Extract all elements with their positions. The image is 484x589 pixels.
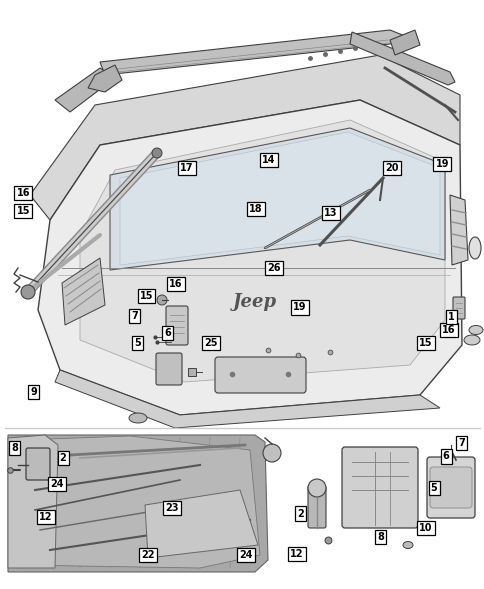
Text: 12: 12 bbox=[39, 512, 53, 522]
FancyBboxPatch shape bbox=[307, 486, 325, 528]
Polygon shape bbox=[20, 436, 259, 568]
FancyBboxPatch shape bbox=[26, 448, 50, 480]
Text: 12: 12 bbox=[289, 549, 303, 558]
Circle shape bbox=[21, 285, 35, 299]
Polygon shape bbox=[449, 195, 467, 265]
Polygon shape bbox=[38, 100, 461, 415]
Text: 24: 24 bbox=[239, 550, 253, 560]
Text: 6: 6 bbox=[442, 452, 449, 461]
Polygon shape bbox=[110, 128, 444, 270]
Polygon shape bbox=[8, 435, 268, 572]
Text: 26: 26 bbox=[267, 263, 280, 273]
Text: 14: 14 bbox=[262, 155, 275, 165]
Text: 7: 7 bbox=[457, 438, 464, 448]
Text: 23: 23 bbox=[165, 503, 179, 512]
Circle shape bbox=[262, 444, 280, 462]
Polygon shape bbox=[55, 68, 115, 112]
Text: 15: 15 bbox=[139, 291, 153, 300]
Text: 8: 8 bbox=[11, 443, 18, 452]
Polygon shape bbox=[349, 32, 454, 85]
Polygon shape bbox=[30, 55, 459, 220]
Text: 19: 19 bbox=[292, 303, 306, 312]
Text: 1: 1 bbox=[447, 312, 454, 322]
Text: 10: 10 bbox=[418, 523, 432, 532]
Text: 6: 6 bbox=[164, 328, 170, 337]
Polygon shape bbox=[8, 435, 58, 568]
Polygon shape bbox=[389, 30, 419, 55]
Ellipse shape bbox=[468, 326, 482, 335]
Text: 15: 15 bbox=[16, 206, 30, 216]
Text: 17: 17 bbox=[180, 163, 193, 173]
FancyBboxPatch shape bbox=[166, 306, 188, 345]
Ellipse shape bbox=[402, 541, 412, 548]
Text: 5: 5 bbox=[430, 483, 437, 492]
Text: 2: 2 bbox=[297, 509, 303, 518]
FancyBboxPatch shape bbox=[429, 467, 471, 508]
Circle shape bbox=[157, 295, 166, 305]
Polygon shape bbox=[55, 370, 439, 428]
Polygon shape bbox=[80, 120, 444, 382]
Text: 20: 20 bbox=[384, 163, 398, 173]
Text: 5: 5 bbox=[134, 338, 140, 348]
Text: 18: 18 bbox=[249, 204, 262, 214]
FancyBboxPatch shape bbox=[156, 353, 182, 385]
Polygon shape bbox=[145, 490, 257, 558]
Circle shape bbox=[307, 479, 325, 497]
Polygon shape bbox=[100, 30, 409, 75]
Text: Jeep: Jeep bbox=[232, 293, 276, 311]
Text: 19: 19 bbox=[435, 159, 448, 168]
Ellipse shape bbox=[468, 237, 480, 259]
FancyBboxPatch shape bbox=[341, 447, 417, 528]
Text: 24: 24 bbox=[50, 479, 64, 489]
Ellipse shape bbox=[463, 335, 479, 345]
Text: 2: 2 bbox=[60, 454, 66, 463]
Polygon shape bbox=[120, 132, 439, 265]
Ellipse shape bbox=[129, 413, 147, 423]
Text: 25: 25 bbox=[204, 338, 217, 348]
Polygon shape bbox=[88, 65, 122, 92]
Text: 15: 15 bbox=[418, 338, 432, 348]
Text: 8: 8 bbox=[377, 532, 383, 542]
Text: 16: 16 bbox=[441, 325, 454, 335]
Text: 9: 9 bbox=[30, 387, 37, 396]
Text: 7: 7 bbox=[131, 312, 138, 321]
FancyBboxPatch shape bbox=[452, 297, 464, 319]
FancyBboxPatch shape bbox=[214, 357, 305, 393]
Circle shape bbox=[151, 148, 162, 158]
FancyBboxPatch shape bbox=[426, 457, 474, 518]
Text: 22: 22 bbox=[141, 550, 154, 560]
Text: 13: 13 bbox=[323, 209, 337, 218]
Polygon shape bbox=[62, 258, 105, 325]
Text: 16: 16 bbox=[16, 188, 30, 198]
Text: 16: 16 bbox=[169, 279, 182, 289]
